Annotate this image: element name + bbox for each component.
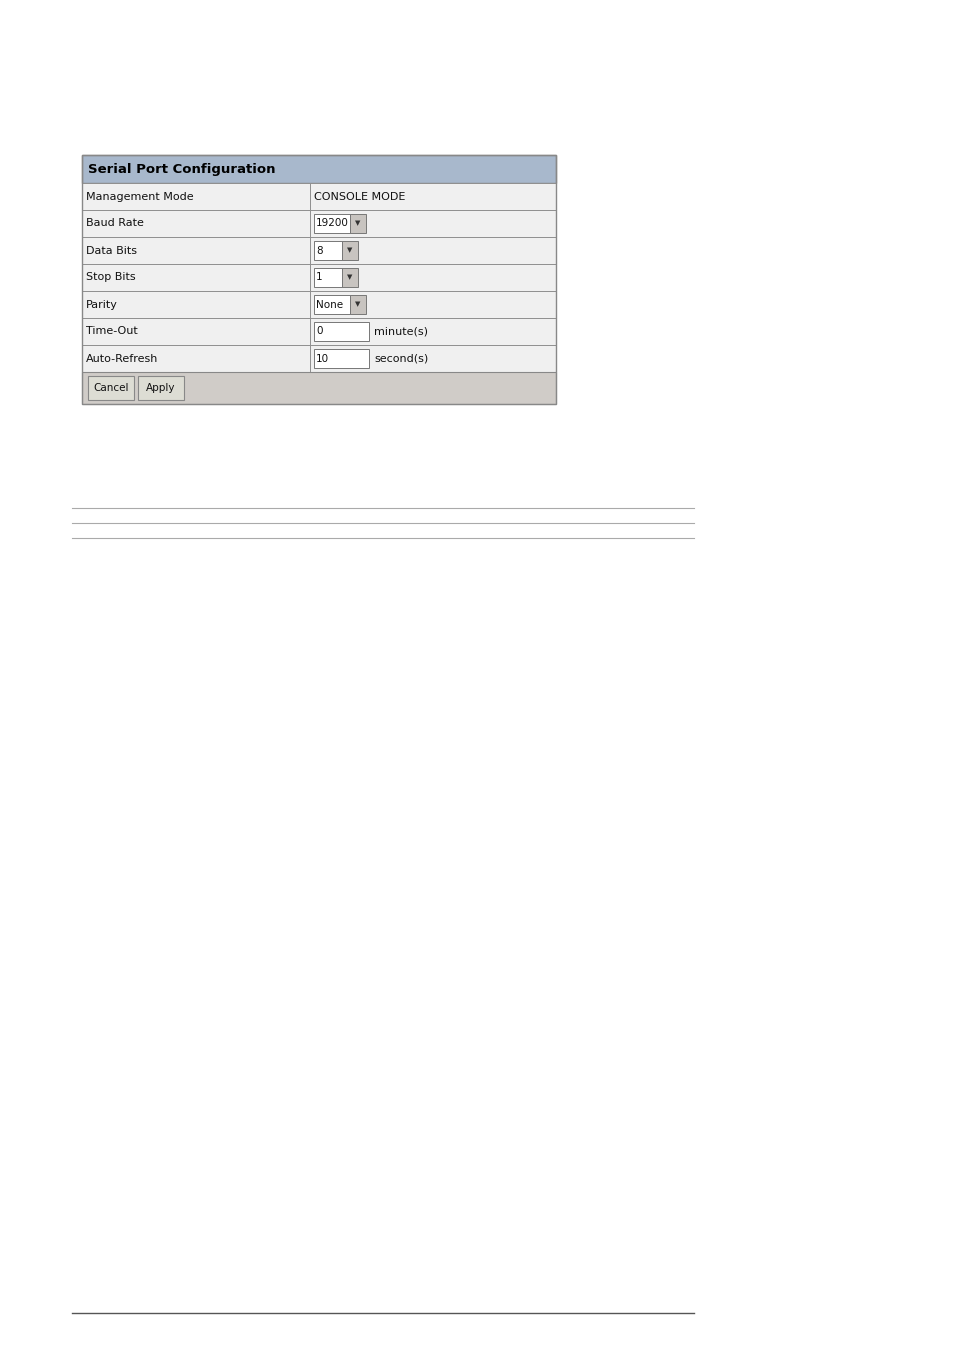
FancyBboxPatch shape	[314, 295, 350, 313]
FancyBboxPatch shape	[88, 376, 133, 400]
Text: ▼: ▼	[355, 301, 360, 308]
Text: ▼: ▼	[347, 247, 353, 254]
FancyBboxPatch shape	[350, 295, 366, 313]
FancyBboxPatch shape	[82, 236, 310, 263]
FancyBboxPatch shape	[138, 376, 184, 400]
FancyBboxPatch shape	[310, 236, 556, 263]
FancyBboxPatch shape	[314, 349, 369, 367]
FancyBboxPatch shape	[310, 317, 556, 345]
FancyBboxPatch shape	[314, 322, 369, 340]
Text: 0: 0	[315, 327, 322, 336]
FancyBboxPatch shape	[310, 345, 556, 372]
Text: Baud Rate: Baud Rate	[86, 219, 144, 228]
Text: Serial Port Configuration: Serial Port Configuration	[88, 162, 275, 176]
Text: CONSOLE MODE: CONSOLE MODE	[314, 192, 405, 201]
Text: Parity: Parity	[86, 300, 118, 309]
FancyBboxPatch shape	[82, 155, 556, 182]
FancyBboxPatch shape	[310, 209, 556, 236]
FancyBboxPatch shape	[82, 182, 310, 209]
Text: Auto-Refresh: Auto-Refresh	[86, 354, 158, 363]
FancyBboxPatch shape	[310, 263, 556, 290]
Text: ▼: ▼	[347, 274, 353, 281]
FancyBboxPatch shape	[314, 267, 341, 286]
FancyBboxPatch shape	[82, 345, 310, 372]
FancyBboxPatch shape	[82, 317, 310, 345]
FancyBboxPatch shape	[310, 290, 556, 317]
Text: 1: 1	[315, 273, 322, 282]
FancyBboxPatch shape	[314, 240, 341, 259]
Text: 19200: 19200	[315, 219, 349, 228]
FancyBboxPatch shape	[350, 213, 366, 232]
Text: Stop Bits: Stop Bits	[86, 273, 135, 282]
FancyBboxPatch shape	[310, 182, 556, 209]
FancyBboxPatch shape	[82, 290, 310, 317]
Text: Data Bits: Data Bits	[86, 246, 137, 255]
FancyBboxPatch shape	[82, 209, 310, 236]
FancyBboxPatch shape	[314, 213, 350, 232]
Text: Time-Out: Time-Out	[86, 327, 137, 336]
Text: Management Mode: Management Mode	[86, 192, 193, 201]
FancyBboxPatch shape	[341, 267, 357, 286]
Text: 10: 10	[315, 354, 329, 363]
Text: ▼: ▼	[355, 220, 360, 227]
Text: minute(s): minute(s)	[374, 327, 428, 336]
Text: Apply: Apply	[146, 382, 175, 393]
Text: 8: 8	[315, 246, 322, 255]
Text: second(s): second(s)	[374, 354, 428, 363]
FancyBboxPatch shape	[82, 263, 310, 290]
Text: None: None	[315, 300, 343, 309]
FancyBboxPatch shape	[341, 240, 357, 259]
Text: Cancel: Cancel	[93, 382, 129, 393]
FancyBboxPatch shape	[82, 372, 556, 404]
